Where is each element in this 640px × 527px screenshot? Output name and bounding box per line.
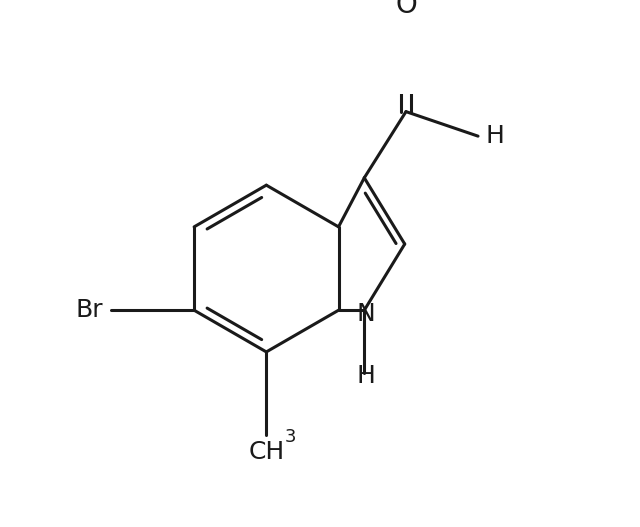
Text: N: N [356, 302, 376, 326]
Text: H: H [485, 124, 504, 148]
Text: CH: CH [248, 440, 284, 464]
Text: Br: Br [76, 298, 103, 322]
Text: H: H [356, 365, 376, 388]
Text: 3: 3 [285, 428, 296, 446]
Text: O: O [395, 0, 417, 19]
